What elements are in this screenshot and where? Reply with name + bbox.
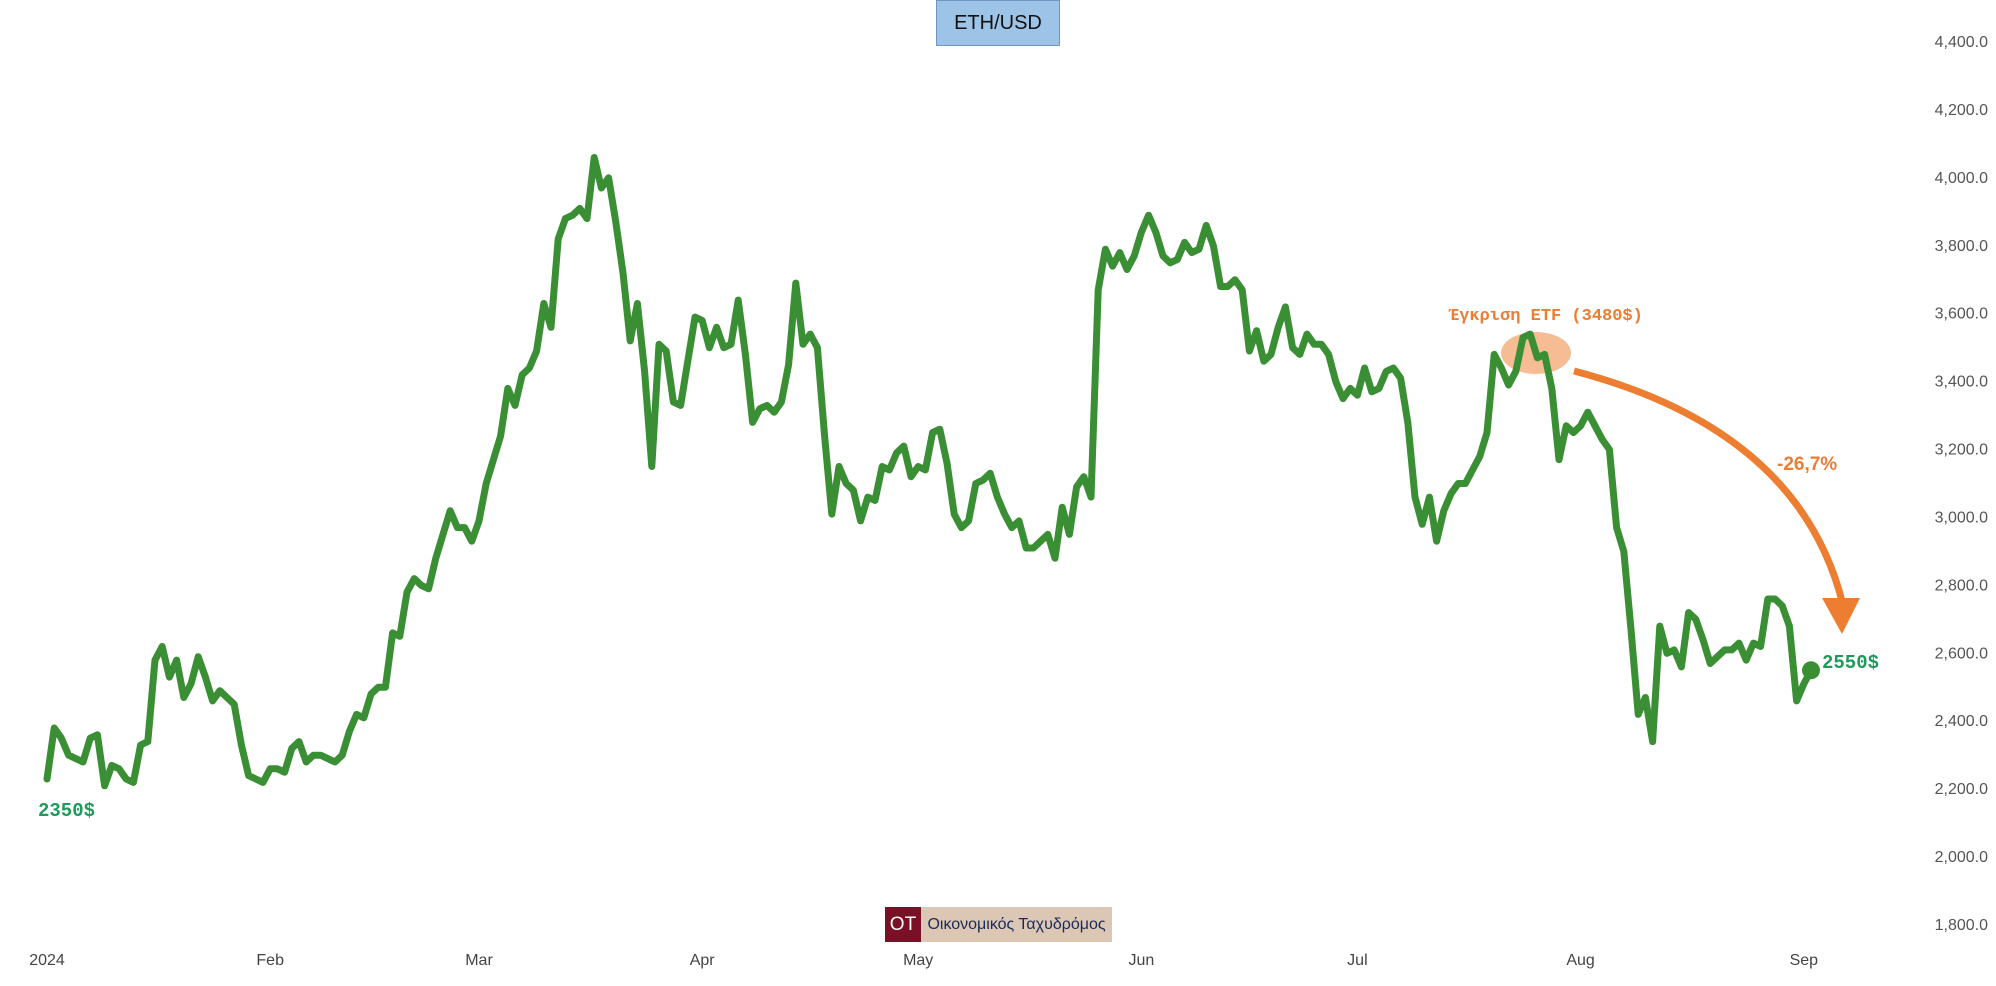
start-price-label: 2350$ bbox=[38, 800, 95, 822]
x-tick-label: Jun bbox=[1129, 952, 1155, 969]
y-axis: 4,400.0 4,200.0 4,000.0 3,800.0 3,600.0 3,400… bbox=[1935, 34, 1988, 934]
y-tick-label: 3,400.0 bbox=[1935, 374, 1988, 391]
etf-approval-label: Έγκριση ETF (3480$) bbox=[1448, 307, 1643, 326]
x-tick-label: 2024 bbox=[29, 952, 65, 969]
price-change-label: -26,7% bbox=[1777, 454, 1837, 475]
y-tick-label: 3,800.0 bbox=[1935, 238, 1988, 255]
end-price-label: 2550$ bbox=[1822, 652, 1879, 674]
y-tick-label: 3,200.0 bbox=[1935, 442, 1988, 459]
price-line-series bbox=[43, 154, 1815, 790]
x-tick-label: Aug bbox=[1566, 952, 1594, 969]
y-tick-label: 2,200.0 bbox=[1935, 781, 1988, 798]
publisher-logo: OT Οικονομικός Ταχυδρόμος bbox=[885, 907, 1112, 942]
x-tick-label: Mar bbox=[465, 952, 493, 969]
y-tick-label: 3,600.0 bbox=[1935, 306, 1988, 323]
chart-title: ETH/USD bbox=[936, 0, 1060, 46]
x-tick-label: Jul bbox=[1347, 952, 1367, 969]
y-tick-label: 2,600.0 bbox=[1935, 645, 1988, 662]
x-tick-label: Sep bbox=[1790, 952, 1819, 969]
x-axis: 2024 Feb Mar Apr May Jun Jul Aug Sep bbox=[29, 952, 1818, 969]
drop-arrowhead bbox=[1822, 598, 1860, 634]
last-price-marker bbox=[1802, 661, 1820, 680]
y-tick-label: 4,400.0 bbox=[1935, 34, 1988, 51]
drop-arrow bbox=[1573, 367, 1847, 606]
x-tick-label: May bbox=[903, 952, 933, 969]
y-tick-label: 1,800.0 bbox=[1935, 917, 1988, 934]
x-tick-label: Feb bbox=[256, 952, 284, 969]
y-tick-label: 2,800.0 bbox=[1935, 577, 1988, 594]
publisher-logo-name: Οικονομικός Ταχυδρόμος bbox=[921, 907, 1112, 942]
x-tick-label: Apr bbox=[690, 952, 716, 969]
y-tick-label: 4,000.0 bbox=[1935, 170, 1988, 187]
y-tick-label: 4,200.0 bbox=[1935, 102, 1988, 119]
y-tick-label: 2,000.0 bbox=[1935, 849, 1988, 866]
y-tick-label: 2,400.0 bbox=[1935, 713, 1988, 730]
y-tick-label: 3,000.0 bbox=[1935, 509, 1988, 526]
publisher-logo-mark: OT bbox=[885, 907, 921, 942]
